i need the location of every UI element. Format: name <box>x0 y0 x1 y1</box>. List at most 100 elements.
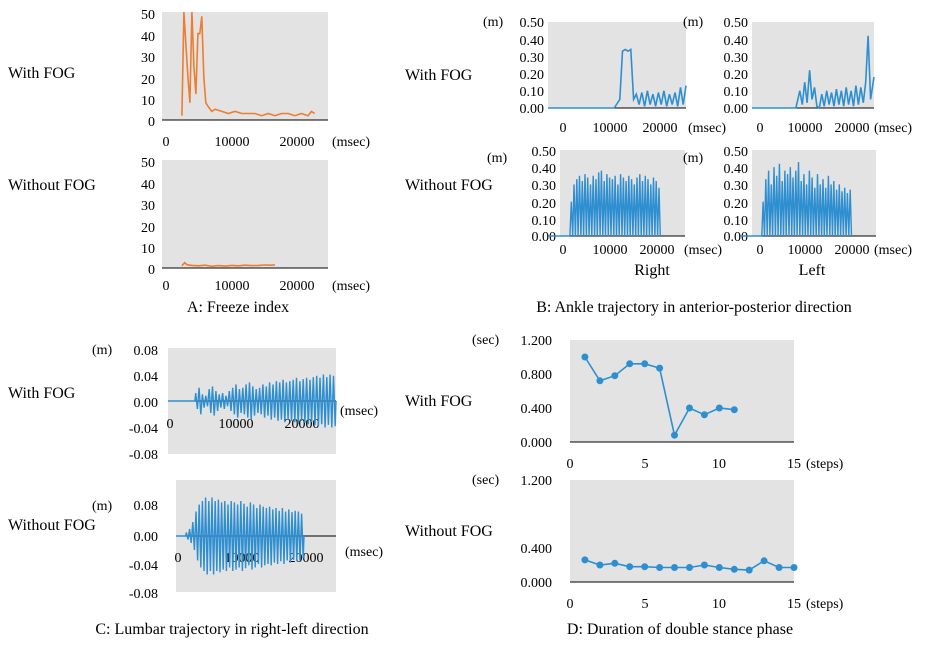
series-line-ankle-without-left <box>740 161 853 237</box>
data-point <box>686 564 693 571</box>
series-line-ankle-with-right <box>548 48 687 109</box>
panel-a-row-label-without: Without FOG <box>8 177 96 194</box>
x-tick-label: 0 <box>757 121 764 136</box>
y-tick-label: 10 <box>141 242 155 257</box>
x-tick-label: 20000 <box>640 243 675 258</box>
y-tick-label: 0.20 <box>520 68 545 83</box>
panel-b-row-label-with: With FOG <box>405 67 473 84</box>
y-unit-label: (m) <box>483 15 504 30</box>
data-point <box>581 353 589 361</box>
y-tick-label: 30 <box>141 199 155 214</box>
x-unit-label: (msec) <box>684 243 722 258</box>
data-point <box>611 559 619 567</box>
y-tick-label: 0.10 <box>520 85 545 100</box>
y-tick-label: 0.50 <box>532 145 557 160</box>
x-tick-label: 15 <box>787 597 801 612</box>
x-tick-label: 0 <box>757 243 764 258</box>
plot-c-with: (m) 0.08 0.04 0.00 -0.04 -0.08 0 10000 2… <box>92 343 378 463</box>
y-tick-label: 40 <box>141 178 155 193</box>
y-tick-label: 20 <box>141 73 155 88</box>
x-tick-label: 0 <box>175 551 182 566</box>
y-tick-label: 0.04 <box>134 370 159 385</box>
y-tick-label: 0.20 <box>724 197 749 212</box>
data-point <box>700 561 708 569</box>
y-tick-label: 20 <box>141 221 155 236</box>
y-tick-label: 0.00 <box>724 102 749 117</box>
panel-b: With FOG Without FOG (m) 0.50 0.40 0.30 … <box>405 15 912 316</box>
series-markers-double-stance-with <box>581 353 738 439</box>
data-point <box>760 557 768 565</box>
panel-c-row-label-with: With FOG <box>8 385 76 402</box>
y-tick-label: 0.000 <box>521 576 553 591</box>
series-line-freeze-with <box>181 11 316 117</box>
x-tick-label: 10000 <box>593 121 628 136</box>
x-unit-label: (steps) <box>806 457 844 472</box>
plot-area <box>162 160 328 268</box>
x-tick-label: 10000 <box>593 243 628 258</box>
y-tick-label: 1.200 <box>521 334 553 349</box>
data-point <box>686 404 693 412</box>
y-tick-label: 40 <box>141 30 155 45</box>
data-point <box>715 404 723 412</box>
x-tick-label: 0 <box>167 417 174 432</box>
plot-d-without: (sec) 1.200 0.800 0.400 0.000 0 5 10 15 … <box>472 473 844 612</box>
x-tick-label: 10000 <box>215 135 250 150</box>
y-unit-label: (m) <box>683 15 704 30</box>
series-line-lumbar-without <box>176 497 305 575</box>
plot-d-with: (sec) 1.200 0.800 0.400 0.000 0 5 10 15 … <box>472 333 844 472</box>
y-tick-label: 0.00 <box>532 230 557 245</box>
x-tick-label: 20000 <box>285 417 320 432</box>
x-tick-label: 15 <box>787 457 801 472</box>
panel-d-row-label-without: Without FOG <box>405 523 493 540</box>
y-tick-label: -0.04 <box>129 422 158 437</box>
y-tick-label: 0.08 <box>134 344 159 359</box>
plot-b-without-right: (m) 0.50 0.40 0.30 0.20 0.10 0.00 0 1000… <box>487 145 722 279</box>
y-tick-label: 0.30 <box>520 51 545 66</box>
data-point <box>730 406 738 414</box>
y-tick-label: 0.40 <box>532 162 557 177</box>
panel-a-caption: A: Freeze index <box>187 299 289 316</box>
y-tick-label: 0.30 <box>724 51 749 66</box>
panel-b-row-label-without: Without FOG <box>405 177 493 194</box>
y-tick-label: 0.00 <box>134 530 159 545</box>
y-tick-label: 0.00 <box>724 230 749 245</box>
y-tick-label: 50 <box>141 156 155 171</box>
y-tick-label: 0.10 <box>532 214 557 229</box>
x-unit-label: (msec) <box>688 121 726 136</box>
data-point <box>700 411 708 419</box>
series-line-ankle-with-left <box>752 35 875 110</box>
y-tick-label: 0.40 <box>520 34 545 49</box>
panel-d-caption: D: Duration of double stance phase <box>567 621 793 638</box>
x-tick-label: 10 <box>712 597 726 612</box>
x-unit-label: (msec) <box>332 135 370 150</box>
y-tick-label: 0.50 <box>520 16 545 31</box>
x-tick-label: 10 <box>712 457 726 472</box>
y-tick-label: 0.20 <box>532 197 557 212</box>
x-tick-label: 20000 <box>835 121 870 136</box>
series-markers-double-stance-without <box>581 556 798 574</box>
x-unit-label: (msec) <box>874 121 912 136</box>
panel-c-caption: C: Lumbar trajectory in right-left direc… <box>95 621 368 638</box>
y-tick-label: 0.00 <box>134 396 159 411</box>
x-unit-label: (steps) <box>806 597 844 612</box>
column-label-left: Left <box>799 262 826 279</box>
plot-a-without: 50 40 30 20 10 0 0 10000 20000 (msec) <box>141 156 370 294</box>
plot-c-without: (m) 0.08 0.04 0.00 -0.04 -0.08 0 10000 2… <box>92 480 383 602</box>
y-tick-label: 0.10 <box>724 214 749 229</box>
y-tick-label: 0.800 <box>521 368 553 383</box>
data-point <box>656 364 664 372</box>
panel-c-row-label-without: Without FOG <box>8 517 96 534</box>
y-tick-label: 0.40 <box>724 162 749 177</box>
data-point <box>671 564 678 571</box>
x-tick-label: 0 <box>163 279 170 294</box>
x-unit-label: (msec) <box>340 404 378 419</box>
panel-d: With FOG Without FOG (sec) 1.200 0.800 0… <box>405 333 844 638</box>
y-tick-label: 1.200 <box>521 474 553 489</box>
x-tick-label: 20000 <box>280 279 315 294</box>
y-tick-label: 50 <box>141 8 155 23</box>
data-point <box>790 564 798 571</box>
data-point <box>671 431 678 439</box>
y-tick-label: 0.30 <box>724 179 749 194</box>
x-tick-label: 0 <box>567 597 574 612</box>
